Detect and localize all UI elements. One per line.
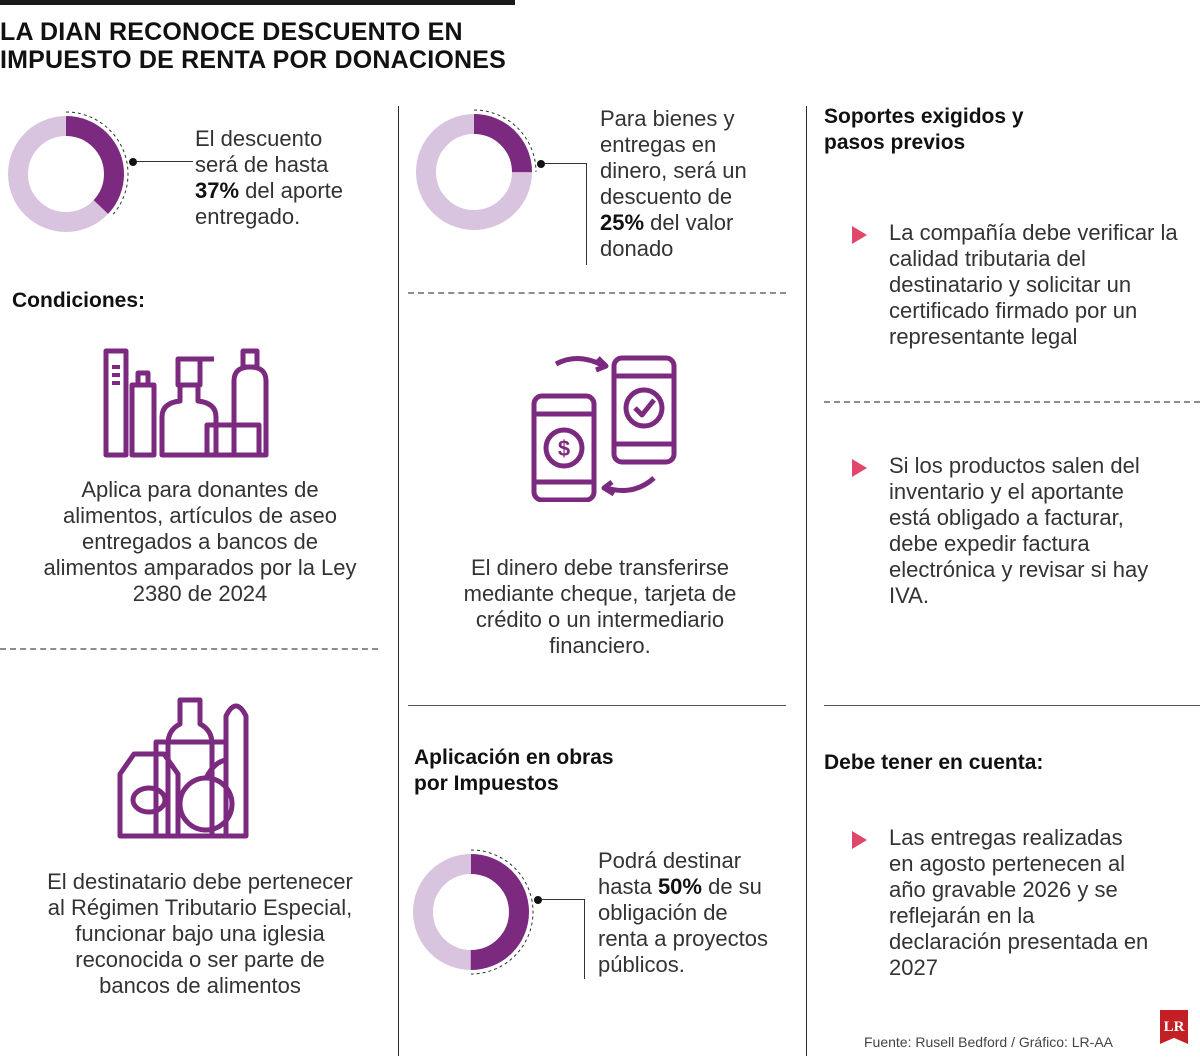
donut-guide-arc <box>473 109 537 173</box>
discount-37-text: El descuento será de hasta 37% del aport… <box>195 126 344 229</box>
dashed-divider <box>0 648 378 650</box>
source-credit: Fuente: Rusell Bedford / Gráfico: LR-AA <box>864 1034 1113 1050</box>
donut-value <box>416 114 532 230</box>
discount-25-text: Para bienes y entregas en dinero, será u… <box>600 106 747 261</box>
discount-25-donut <box>416 109 545 230</box>
leader-bracket <box>584 899 585 979</box>
leader-line <box>542 899 585 900</box>
donut-value <box>413 854 529 970</box>
page-title: LA DIAN RECONOCE DESCUENTO EN IMPUESTO D… <box>0 18 506 74</box>
dashed-divider <box>824 401 1200 403</box>
leader-line <box>545 163 587 164</box>
svg-text:$: $ <box>558 436 570 461</box>
leader-dot <box>129 158 137 166</box>
leader-bracket <box>586 163 587 265</box>
dashed-divider <box>408 292 786 294</box>
donut-guide-arc <box>470 849 534 975</box>
bullet-item-1: La compañía debe verificar la calidad tr… <box>852 220 1182 350</box>
obras-50-donut <box>413 849 542 975</box>
obras-heading: Aplicación en obras por Impuestos <box>414 746 614 795</box>
bullet-item-3: Las entregas realizadas en agosto perten… <box>852 825 1152 981</box>
lr-logo: LR <box>1160 1010 1188 1044</box>
conditions-heading: Condiciones: <box>12 289 146 312</box>
column-divider-right <box>806 106 807 1056</box>
bullet-triangle-icon <box>852 831 867 849</box>
money-transfer-text: El dinero debe transferirse mediante che… <box>463 555 737 658</box>
leader-dot <box>534 896 542 904</box>
leader-dot <box>537 160 545 168</box>
discount-37-donut <box>8 111 137 232</box>
bullet-item-2: Si los productos salen del inventario y … <box>852 453 1162 609</box>
groceries-icon <box>117 697 249 839</box>
section-divider <box>408 705 786 706</box>
column-divider-left <box>398 106 399 1056</box>
soportes-heading: Soportes exigidos y pasos previos <box>824 105 1024 154</box>
bullet-triangle-icon <box>852 459 867 477</box>
obras-50-text: Podrá destinar hasta 50% de su obligació… <box>598 848 768 977</box>
bullet-triangle-icon <box>852 226 867 244</box>
cuenta-heading: Debe tener en cuenta: <box>824 751 1044 774</box>
top-rule <box>0 0 515 5</box>
condition-1-text: Aplica para donantes de alimentos, artíc… <box>43 477 357 606</box>
leader-line <box>137 161 193 162</box>
donut-value <box>8 116 124 232</box>
donut-guide-arc <box>65 111 129 217</box>
mobile-payment-icon: $ <box>531 355 677 502</box>
toiletries-icon <box>103 348 269 458</box>
condition-2-text: El destinatario debe pertenecer al Régim… <box>47 869 353 998</box>
section-divider <box>824 705 1200 706</box>
